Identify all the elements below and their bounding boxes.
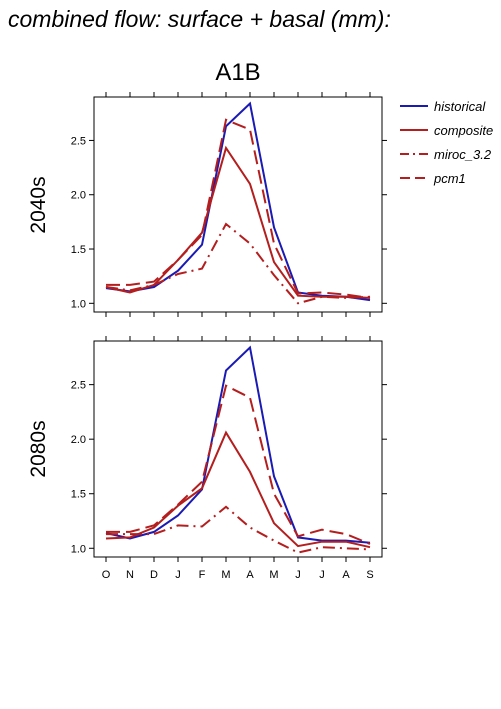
series-line-pcm1 — [106, 384, 371, 545]
chart-subtitle: A1B — [215, 59, 260, 86]
y-tick-label: 1.5 — [71, 489, 86, 501]
y-tick-label: 1.5 — [71, 244, 86, 256]
x-tick-label: M — [269, 569, 278, 581]
plot-frame — [93, 340, 383, 558]
series-line-composite — [105, 145, 371, 299]
x-tick-label: F — [199, 569, 206, 581]
x-tick-label: D — [150, 569, 158, 581]
legend: historical composite miroc_3.2 pcm1 — [400, 99, 493, 186]
chart-title: combined flow: surface + basal (mm): — [8, 6, 391, 32]
series-line-pcm1 — [106, 118, 371, 299]
panel-label: 2080s — [27, 420, 50, 477]
x-tick-label: O — [102, 569, 111, 581]
series-line-miroc-3-2 — [105, 222, 371, 305]
series-line-composite — [105, 430, 371, 549]
x-tick-label: J — [175, 569, 181, 581]
panel-label: 2040s — [27, 176, 50, 233]
x-tick-label: N — [126, 569, 134, 581]
legend-label: miroc_3.2 — [434, 147, 492, 162]
plot-frame — [93, 96, 383, 313]
x-tick-label: J — [295, 569, 301, 581]
y-tick-label: 1.0 — [71, 543, 86, 555]
panel-2040s: 1.0 1.5 2.0 2.5 2040s — [27, 92, 387, 317]
y-tick-label: 2.5 — [71, 380, 86, 392]
legend-label: pcm1 — [433, 171, 466, 186]
x-tick-label: S — [366, 569, 373, 581]
series-line-historical — [105, 101, 371, 302]
y-tick-label: 1.0 — [71, 298, 86, 310]
y-tick-label: 2.0 — [71, 434, 86, 446]
y-tick-label: 2.5 — [71, 135, 86, 147]
x-tick-label: J — [319, 569, 325, 581]
x-tick-label: A — [246, 569, 254, 581]
series-line-historical — [105, 345, 371, 544]
x-tick-label: A — [342, 569, 350, 581]
panel-2080s: 1.0 1.5 2.0 2.5 2080s O N D J F M A M J J A S — [27, 336, 387, 581]
legend-label: historical — [434, 99, 486, 114]
series-line-miroc-3-2 — [106, 505, 371, 554]
y-tick-label: 2.0 — [71, 190, 86, 202]
legend-label: composite — [434, 123, 493, 138]
x-tick-label: M — [221, 569, 230, 581]
